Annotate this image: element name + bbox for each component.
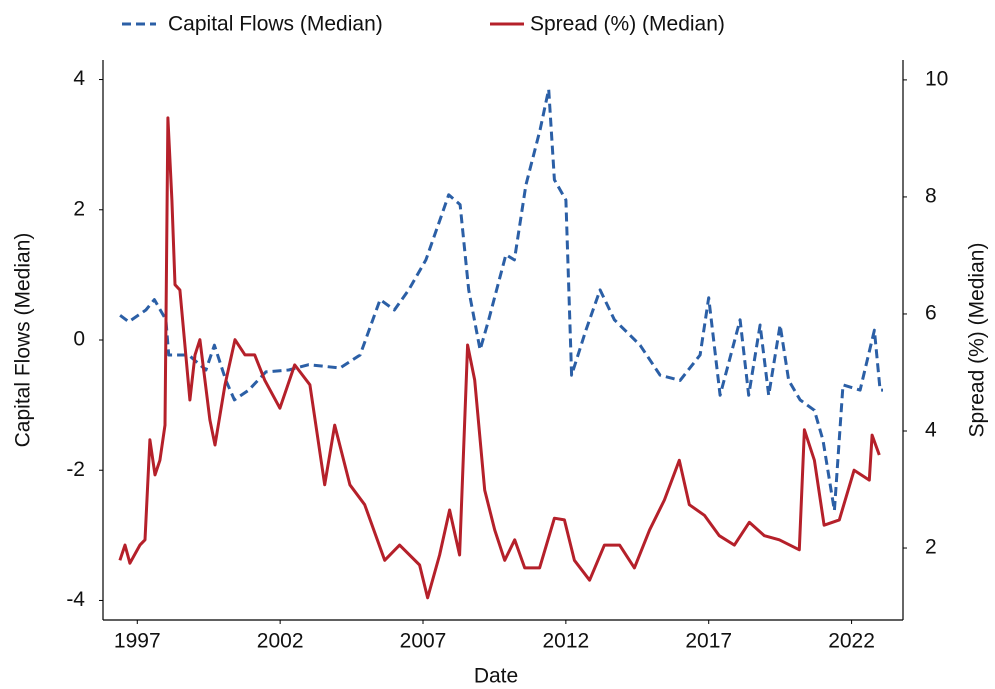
- y2-tick-label: 8: [925, 184, 937, 207]
- x-tick-label: 2012: [542, 630, 589, 653]
- y-tick-label: 2: [73, 197, 85, 220]
- x-tick-label: 2002: [257, 630, 304, 653]
- y2-tick-label: 10: [925, 67, 948, 90]
- legend-label: Capital Flows (Median): [168, 13, 383, 36]
- x-tick-label: 2017: [685, 630, 732, 653]
- y-tick-label: 4: [73, 67, 85, 90]
- legend-label: Spread (%) (Median): [530, 13, 725, 36]
- y-tick-label: -4: [66, 588, 85, 611]
- y2-tick-label: 2: [925, 536, 937, 559]
- x-tick-label: 1997: [114, 630, 161, 653]
- y-axis-label: Capital Flows (Median): [12, 233, 35, 448]
- x-axis-label: Date: [474, 665, 518, 688]
- x-tick-label: 2007: [400, 630, 447, 653]
- y-tick-label: -2: [66, 458, 85, 481]
- y2-tick-label: 6: [925, 302, 937, 325]
- x-tick-label: 2022: [828, 630, 875, 653]
- series-line: [118, 116, 881, 600]
- series-line: [119, 87, 883, 513]
- y2-axis-label: Spread (%) (Median): [966, 243, 989, 438]
- y2-tick-label: 4: [925, 419, 937, 442]
- y-tick-label: 0: [73, 328, 85, 351]
